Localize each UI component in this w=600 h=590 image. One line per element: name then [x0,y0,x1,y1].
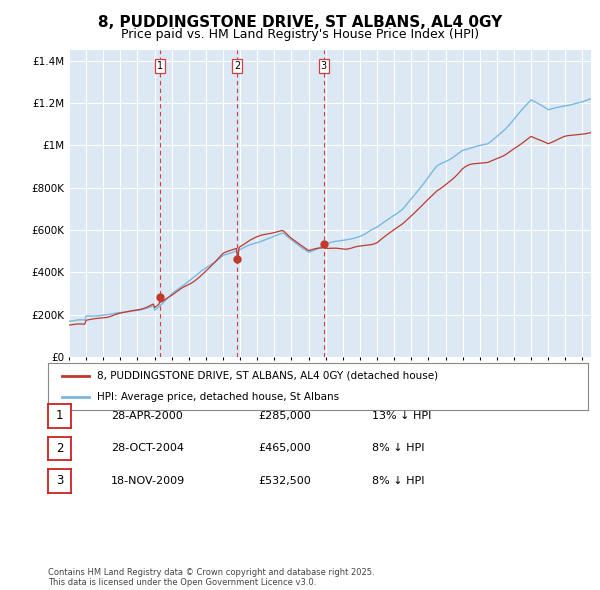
Text: 8% ↓ HPI: 8% ↓ HPI [372,444,425,453]
Text: 18-NOV-2009: 18-NOV-2009 [111,476,185,486]
Text: 13% ↓ HPI: 13% ↓ HPI [372,411,431,421]
Text: 8, PUDDINGSTONE DRIVE, ST ALBANS, AL4 0GY (detached house): 8, PUDDINGSTONE DRIVE, ST ALBANS, AL4 0G… [97,371,438,381]
Text: £532,500: £532,500 [258,476,311,486]
Text: 8, PUDDINGSTONE DRIVE, ST ALBANS, AL4 0GY: 8, PUDDINGSTONE DRIVE, ST ALBANS, AL4 0G… [98,15,502,30]
Text: 2: 2 [234,61,241,71]
Text: Price paid vs. HM Land Registry's House Price Index (HPI): Price paid vs. HM Land Registry's House … [121,28,479,41]
Text: £465,000: £465,000 [258,444,311,453]
Text: 2: 2 [56,442,63,455]
Text: 1: 1 [157,61,163,71]
Text: 1: 1 [56,409,63,422]
Text: Contains HM Land Registry data © Crown copyright and database right 2025.
This d: Contains HM Land Registry data © Crown c… [48,568,374,587]
Text: £285,000: £285,000 [258,411,311,421]
Text: HPI: Average price, detached house, St Albans: HPI: Average price, detached house, St A… [97,392,339,402]
Text: 28-APR-2000: 28-APR-2000 [111,411,183,421]
Text: 8% ↓ HPI: 8% ↓ HPI [372,476,425,486]
Text: 3: 3 [321,61,327,71]
Text: 3: 3 [56,474,63,487]
Text: 28-OCT-2004: 28-OCT-2004 [111,444,184,453]
